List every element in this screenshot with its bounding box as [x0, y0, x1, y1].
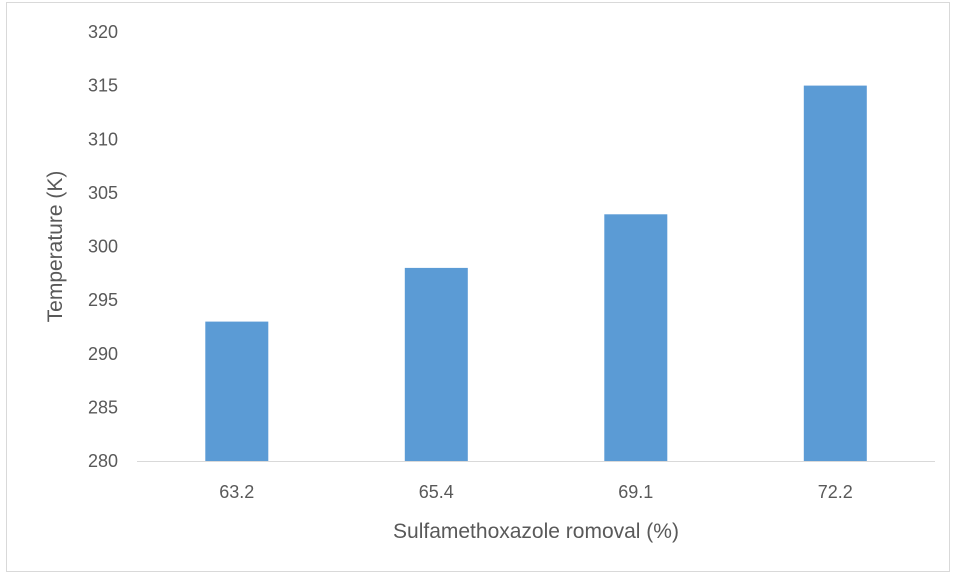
- y-tick-label: 320: [88, 22, 118, 42]
- bar: [803, 85, 867, 461]
- y-tick-label: 280: [88, 451, 118, 471]
- y-tick-label: 310: [88, 129, 118, 149]
- y-axis-title: Temperature (K): [44, 171, 67, 323]
- bars: [205, 85, 867, 461]
- y-tick-label: 305: [88, 183, 118, 203]
- y-tick-label: 295: [88, 290, 118, 310]
- x-tick-label: 63.2: [219, 482, 254, 502]
- x-tick-label: 69.1: [618, 482, 653, 502]
- x-axis-title: Sulfamethoxazole romoval (%): [393, 520, 679, 543]
- x-tick-label: 72.2: [818, 482, 853, 502]
- chart-frame: [6, 2, 950, 572]
- bar: [404, 267, 468, 461]
- y-tick-label: 285: [88, 397, 118, 417]
- x-tick-labels: 63.2 65.4 69.1 72.2: [219, 482, 853, 502]
- y-tick-label: 300: [88, 237, 118, 257]
- y-tick-label: 290: [88, 344, 118, 364]
- y-tick-label: 315: [88, 76, 118, 96]
- bar: [604, 214, 668, 461]
- x-tick-label: 65.4: [419, 482, 454, 502]
- y-tick-labels: 280 285 290 295 300 305 310 315 320: [88, 22, 118, 471]
- bar: [205, 321, 269, 461]
